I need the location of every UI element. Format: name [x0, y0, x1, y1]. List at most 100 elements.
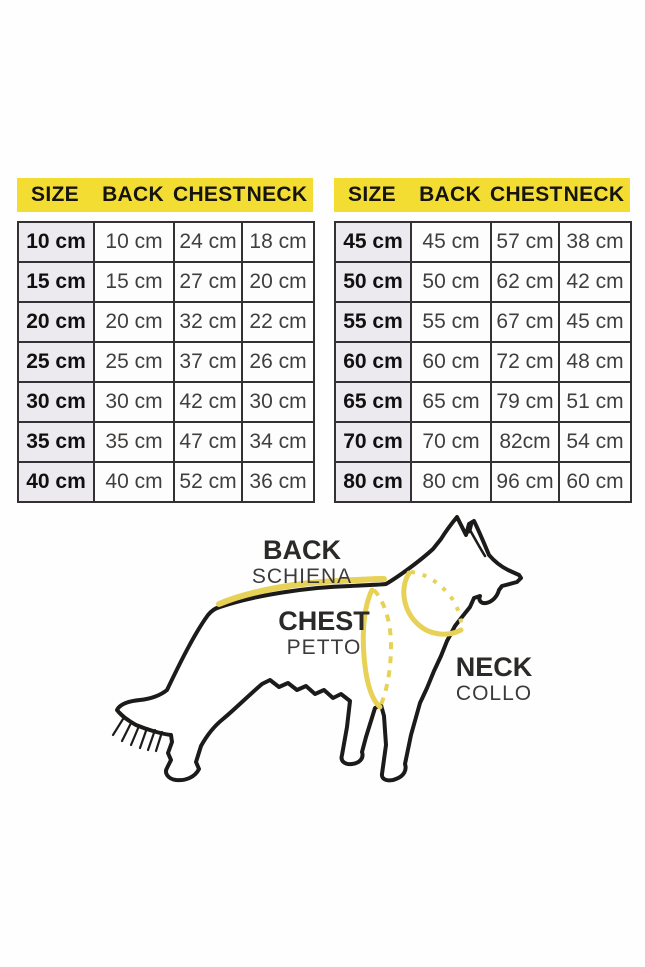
- size-table-small-grid: 10 cm 10 cm 24 cm 18 cm 15 cm 15 cm 27 c…: [17, 221, 315, 503]
- ear-notch: [466, 521, 474, 534]
- size-cell: 40 cm: [17, 461, 95, 503]
- neck-cell: 60 cm: [558, 461, 632, 503]
- back-measure-label: BACK SCHIENA: [251, 535, 353, 588]
- header-chest: CHEST: [490, 183, 563, 206]
- table-row: 65 cm 65 cm 79 cm 51 cm: [334, 381, 632, 423]
- back-cell: 35 cm: [93, 421, 175, 463]
- table-row: 25 cm 25 cm 37 cm 26 cm: [17, 341, 315, 383]
- neck-cell: 22 cm: [241, 301, 315, 343]
- chest-cell: 79 cm: [490, 381, 560, 423]
- back-cell: 55 cm: [410, 301, 492, 343]
- table-row: 55 cm 55 cm 67 cm 45 cm: [334, 301, 632, 343]
- back-cell: 65 cm: [410, 381, 492, 423]
- neck-cell: 45 cm: [558, 301, 632, 343]
- chest-label-subtitle: PETTO: [286, 636, 362, 659]
- table-row: 35 cm 35 cm 47 cm 34 cm: [17, 421, 315, 463]
- back-measure-line: [216, 576, 387, 607]
- tail-fur-hatching: [111, 717, 164, 753]
- size-cell: 25 cm: [17, 341, 95, 383]
- size-cell: 35 cm: [17, 421, 95, 463]
- neck-cell: 18 cm: [241, 221, 315, 263]
- back-cell: 70 cm: [410, 421, 492, 463]
- back-cell: 20 cm: [93, 301, 175, 343]
- neck-girth-line-solid: [401, 570, 464, 637]
- table-row: 50 cm 50 cm 62 cm 42 cm: [334, 261, 632, 303]
- chest-cell: 96 cm: [490, 461, 560, 503]
- size-cell: 50 cm: [334, 261, 412, 303]
- table-row: 70 cm 70 cm 82cm 54 cm: [334, 421, 632, 463]
- size-cell: 30 cm: [17, 381, 95, 423]
- neck-cell: 54 cm: [558, 421, 632, 463]
- size-table-small-header: SIZE BACK CHEST NECK: [17, 178, 313, 212]
- table-row: 15 cm 15 cm 27 cm 20 cm: [17, 261, 315, 303]
- table-row: 30 cm 30 cm 42 cm 30 cm: [17, 381, 315, 423]
- size-table-small: SIZE BACK CHEST NECK 10 cm 10 cm 24 cm 1…: [17, 178, 315, 503]
- neck-label-title: NECK: [455, 652, 533, 682]
- chest-cell: 67 cm: [490, 301, 560, 343]
- neck-cell: 20 cm: [241, 261, 315, 303]
- chest-cell: 32 cm: [173, 301, 243, 343]
- neck-girth-line-dashed: [410, 570, 464, 630]
- table-row: 60 cm 60 cm 72 cm 48 cm: [334, 341, 632, 383]
- back-cell: 30 cm: [93, 381, 175, 423]
- size-cell: 70 cm: [334, 421, 412, 463]
- header-back: BACK: [419, 183, 481, 206]
- neck-cell: 34 cm: [241, 421, 315, 463]
- back-cell: 15 cm: [93, 261, 175, 303]
- header-chest: CHEST: [173, 183, 246, 206]
- header-size: SIZE: [31, 183, 79, 206]
- back-label-subtitle: SCHIENA: [251, 565, 353, 588]
- chest-girth-line-dashed: [372, 588, 394, 708]
- chest-cell: 37 cm: [173, 341, 243, 383]
- table-row: 20 cm 20 cm 32 cm 22 cm: [17, 301, 315, 343]
- ear-inner-line: [468, 528, 487, 558]
- back-cell: 40 cm: [93, 461, 175, 503]
- table-row: 10 cm 10 cm 24 cm 18 cm: [17, 221, 315, 263]
- chest-cell: 42 cm: [173, 381, 243, 423]
- size-cell: 45 cm: [334, 221, 412, 263]
- neck-cell: 38 cm: [558, 221, 632, 263]
- back-cell: 80 cm: [410, 461, 492, 503]
- back-cell: 10 cm: [93, 221, 175, 263]
- chest-cell: 57 cm: [490, 221, 560, 263]
- table-row: 80 cm 80 cm 96 cm 60 cm: [334, 461, 632, 503]
- chest-cell: 82cm: [490, 421, 560, 463]
- neck-cell: 26 cm: [241, 341, 315, 383]
- table-row: 40 cm 40 cm 52 cm 36 cm: [17, 461, 315, 503]
- chest-girth-line-solid: [360, 587, 383, 710]
- chest-cell: 27 cm: [173, 261, 243, 303]
- header-back: BACK: [102, 183, 164, 206]
- size-table-large: SIZE BACK CHEST NECK 45 cm 45 cm 57 cm 3…: [334, 178, 632, 503]
- size-cell: 20 cm: [17, 301, 95, 343]
- back-cell: 60 cm: [410, 341, 492, 383]
- neck-label-subtitle: COLLO: [455, 682, 533, 705]
- size-cell: 10 cm: [17, 221, 95, 263]
- chest-cell: 52 cm: [173, 461, 243, 503]
- back-cell: 50 cm: [410, 261, 492, 303]
- neck-measure-label: NECK COLLO: [455, 652, 533, 705]
- neck-cell: 30 cm: [241, 381, 315, 423]
- chest-cell: 72 cm: [490, 341, 560, 383]
- dog-outline: [115, 515, 523, 783]
- chest-cell: 24 cm: [173, 221, 243, 263]
- neck-cell: 36 cm: [241, 461, 315, 503]
- size-cell: 80 cm: [334, 461, 412, 503]
- size-cell: 65 cm: [334, 381, 412, 423]
- size-cell: 55 cm: [334, 301, 412, 343]
- size-table-large-header: SIZE BACK CHEST NECK: [334, 178, 630, 212]
- size-cell: 60 cm: [334, 341, 412, 383]
- chest-cell: 47 cm: [173, 421, 243, 463]
- chest-label-title: CHEST: [278, 606, 370, 636]
- neck-cell: 48 cm: [558, 341, 632, 383]
- header-neck: NECK: [563, 183, 625, 206]
- size-cell: 15 cm: [17, 261, 95, 303]
- chest-cell: 62 cm: [490, 261, 560, 303]
- back-label-title: BACK: [262, 535, 341, 565]
- chest-measure-label: CHEST PETTO: [278, 606, 370, 659]
- header-size: SIZE: [348, 183, 396, 206]
- size-table-large-grid: 45 cm 45 cm 57 cm 38 cm 50 cm 50 cm 62 c…: [334, 221, 632, 503]
- neck-cell: 51 cm: [558, 381, 632, 423]
- neck-cell: 42 cm: [558, 261, 632, 303]
